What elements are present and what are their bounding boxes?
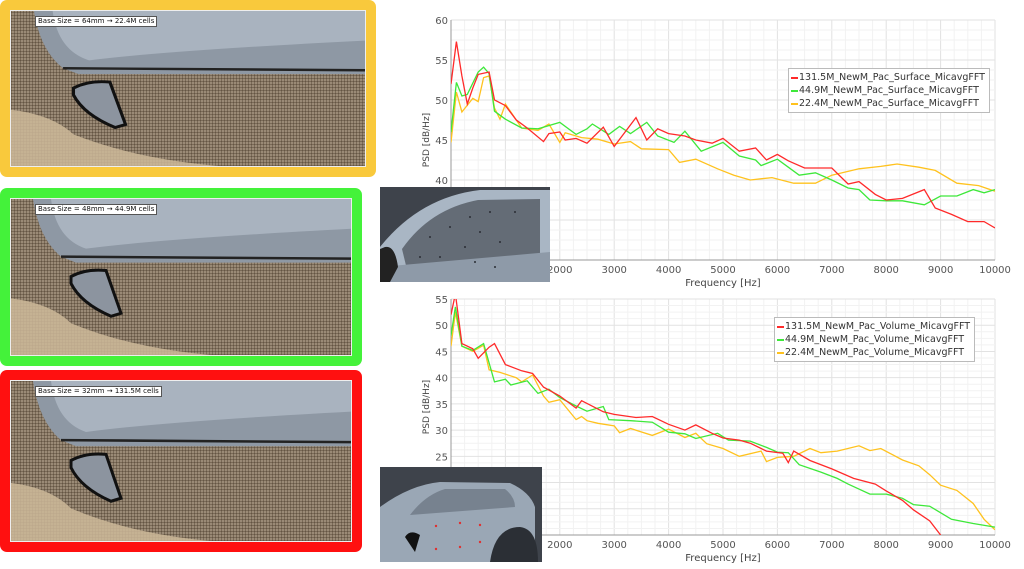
x-tick-label: 4000 bbox=[656, 265, 681, 276]
legend-swatch bbox=[791, 89, 798, 92]
x-tick-label: 7000 bbox=[819, 540, 844, 551]
base-size-caption: Base Size = 48mm → 44.9M cells bbox=[35, 204, 158, 215]
y-axis-label: PSD [dB/Hz] bbox=[422, 380, 432, 434]
legend-entry: 44.9M_NewM_Pac_Volume_MicavgFFT bbox=[777, 333, 970, 346]
chart-legend-volume: 131.5M_NewM_Pac_Volume_MicavgFFT 44.9M_Ne… bbox=[774, 317, 976, 362]
y-axis-label: PSD [dB/Hz] bbox=[422, 113, 432, 167]
legend-swatch bbox=[791, 102, 798, 105]
mesh-panel-32mm: Base Size = 32mm → 131.5M cells bbox=[0, 370, 362, 552]
series-line bbox=[451, 66, 995, 206]
legend-entry: 131.5M_NewM_Pac_Volume_MicavgFFT bbox=[777, 320, 970, 333]
y-tick-label: 50 bbox=[435, 96, 448, 107]
mesh-view: Base Size = 32mm → 131.5M cells bbox=[10, 380, 352, 542]
y-tick-label: 55 bbox=[435, 295, 448, 306]
mesh-view: Base Size = 48mm → 44.9M cells bbox=[10, 198, 352, 356]
x-axis-label: Frequency [Hz] bbox=[685, 278, 761, 289]
mesh-panel-48mm: Base Size = 48mm → 44.9M cells bbox=[0, 188, 362, 366]
y-tick-label: 60 bbox=[435, 16, 448, 27]
y-tick-label: 55 bbox=[435, 56, 448, 67]
series-line bbox=[451, 306, 995, 528]
y-tick-label: 35 bbox=[435, 400, 448, 411]
legend-label: 131.5M_NewM_Pac_Volume_MicavgFFT bbox=[785, 321, 971, 332]
legend-label: 131.5M_NewM_Pac_Surface_MicavgFFT bbox=[799, 72, 985, 83]
legend-swatch bbox=[777, 338, 784, 341]
x-tick-label: 6000 bbox=[765, 540, 790, 551]
base-size-caption: Base Size = 32mm → 131.5M cells bbox=[35, 386, 162, 397]
legend-label: 44.9M_NewM_Pac_Surface_MicavgFFT bbox=[799, 85, 979, 96]
x-tick-label: 8000 bbox=[873, 265, 898, 276]
y-tick-label: 30 bbox=[435, 426, 448, 437]
x-tick-label: 3000 bbox=[601, 540, 626, 551]
legend-label: 22.4M_NewM_Pac_Surface_MicavgFFT bbox=[799, 98, 979, 109]
x-tick-label: 6000 bbox=[765, 265, 790, 276]
legend-swatch bbox=[777, 351, 784, 354]
x-tick-label: 9000 bbox=[928, 265, 953, 276]
legend-label: 44.9M_NewM_Pac_Volume_MicavgFFT bbox=[785, 334, 965, 345]
car-side-microphone-inset bbox=[380, 467, 542, 562]
x-tick-label: 5000 bbox=[710, 265, 735, 276]
legend-swatch bbox=[791, 76, 798, 79]
legend-entry: 131.5M_NewM_Pac_Surface_MicavgFFT bbox=[791, 71, 985, 84]
legend-entry: 44.9M_NewM_Pac_Surface_MicavgFFT bbox=[791, 84, 985, 97]
x-tick-label: 2000 bbox=[547, 265, 572, 276]
x-tick-label: 8000 bbox=[873, 540, 898, 551]
legend-label: 22.4M_NewM_Pac_Volume_MicavgFFT bbox=[785, 347, 965, 358]
x-tick-label: 9000 bbox=[928, 540, 953, 551]
y-tick-label: 40 bbox=[435, 176, 448, 187]
y-tick-label: 25 bbox=[435, 452, 448, 463]
series-line bbox=[451, 41, 995, 229]
x-tick-label: 2000 bbox=[547, 540, 572, 551]
y-tick-label: 50 bbox=[435, 321, 448, 332]
legend-swatch bbox=[777, 325, 784, 328]
x-tick-label: 10000 bbox=[979, 540, 1011, 551]
mesh-panel-64mm: Base Size = 64mm → 22.4M cells bbox=[0, 0, 376, 177]
x-tick-label: 7000 bbox=[819, 265, 844, 276]
x-tick-label: 10000 bbox=[979, 265, 1011, 276]
x-tick-label: 3000 bbox=[601, 265, 626, 276]
base-size-caption: Base Size = 64mm → 22.4M cells bbox=[35, 16, 158, 27]
legend-entry: 22.4M_NewM_Pac_Volume_MicavgFFT bbox=[777, 346, 970, 359]
mesh-view: Base Size = 64mm → 22.4M cells bbox=[10, 10, 366, 167]
x-tick-label: 5000 bbox=[710, 540, 735, 551]
series-line bbox=[451, 311, 995, 531]
x-tick-label: 4000 bbox=[656, 540, 681, 551]
legend-entry: 22.4M_NewM_Pac_Surface_MicavgFFT bbox=[791, 97, 985, 110]
series-line bbox=[451, 299, 942, 535]
y-tick-label: 45 bbox=[435, 136, 448, 147]
y-tick-label: 45 bbox=[435, 347, 448, 358]
car-window-microphone-inset bbox=[380, 187, 550, 282]
chart-legend-surface: 131.5M_NewM_Pac_Surface_MicavgFFT 44.9M_N… bbox=[788, 68, 990, 113]
y-tick-label: 40 bbox=[435, 374, 448, 385]
x-axis-label: Frequency [Hz] bbox=[685, 553, 761, 564]
